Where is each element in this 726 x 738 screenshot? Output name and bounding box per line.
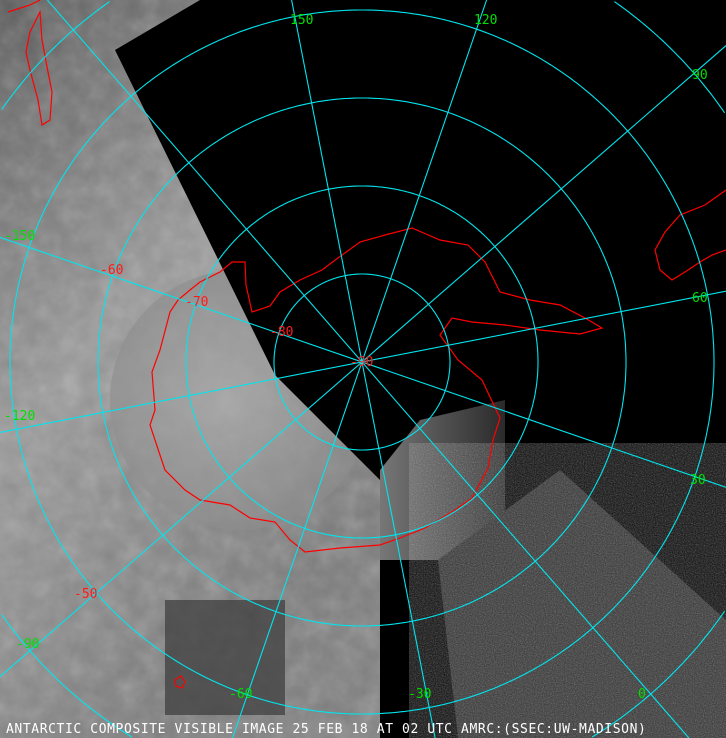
- latitude-circle: [273, 273, 451, 451]
- meridian-line: [231, 0, 488, 738]
- longitude-label: 30: [690, 473, 706, 488]
- longitude-label: -60: [229, 687, 252, 702]
- latitude-circle: [97, 97, 627, 627]
- longitude-label: -90: [16, 637, 39, 652]
- latitude-label: -80: [270, 325, 293, 340]
- longitude-label: 0: [638, 687, 646, 702]
- island-outline: [174, 675, 186, 689]
- latitude-circle: [185, 185, 539, 539]
- longitude-label: 90: [692, 68, 708, 83]
- longitude-label: 120: [474, 13, 497, 28]
- new-zealand-coastline: [7, 0, 53, 126]
- coastline: [7, 0, 726, 689]
- latitude-label: -50: [74, 587, 97, 602]
- graticule-labels: 150 120 90 60 30 0 -30 -60 -90 -120 -150 -50 -60 -70 -…: [4, 13, 708, 702]
- meridian-line: [0, 45, 726, 678]
- longitude-label: -30: [408, 687, 431, 702]
- near-pole-imagery: [380, 400, 505, 560]
- australia-coastline: [654, 189, 726, 281]
- latitude-label: -60: [100, 263, 123, 278]
- meridian-line: [291, 0, 436, 738]
- meridian-line: [46, 0, 690, 738]
- dark-swath: [165, 600, 285, 715]
- grainy-region: [438, 470, 726, 738]
- longitude-label: 60: [692, 291, 708, 306]
- longitude-label: -150: [4, 229, 35, 244]
- latitude-label: -70: [185, 295, 208, 310]
- longitude-label: 150: [290, 13, 313, 28]
- image-caption: ANTARCTIC COMPOSITE VISIBLE IMAGE 25 FEB…: [6, 722, 647, 737]
- longitude-label: -120: [4, 409, 35, 424]
- latitude-label: -90: [350, 355, 373, 370]
- antarctica-coastline: [149, 227, 604, 553]
- latitude-circle: [9, 9, 715, 715]
